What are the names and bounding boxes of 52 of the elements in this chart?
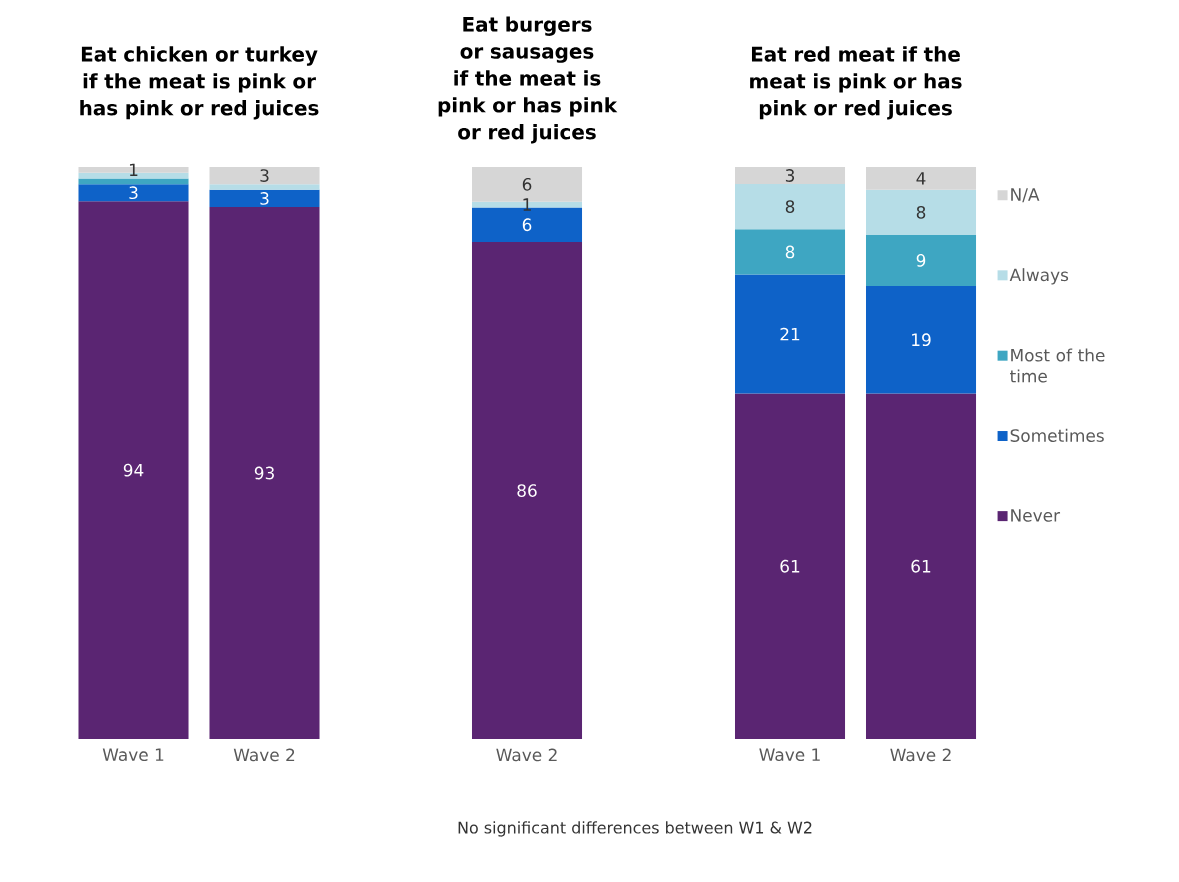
bar	[866, 285, 977, 394]
bar	[866, 166, 977, 190]
x-tick-label: Wave 1	[102, 748, 164, 762]
legend-label: Always	[1009, 268, 1069, 285]
legend-label: Never	[1011, 509, 1061, 522]
data-label: 94	[123, 463, 144, 477]
data-label: 3	[260, 192, 269, 205]
x-tick-label: Wave 2	[890, 748, 951, 762]
bar	[78, 184, 189, 202]
data-label: 8	[785, 245, 795, 259]
text: No significant differences between W1 & W2	[458, 821, 812, 837]
bar	[78, 178, 189, 185]
legend-label: N/A	[1011, 188, 1040, 203]
data-label: 4	[916, 172, 926, 185]
bar	[866, 234, 977, 286]
bar	[209, 184, 320, 190]
bar	[734, 166, 846, 184]
chart-title: Eat red meat if the meat is pink or has pink or red juices	[750, 46, 962, 120]
data-label: 6	[522, 218, 532, 232]
x-tick-label: Wave 2	[233, 748, 295, 762]
bar	[209, 166, 320, 185]
data-label: 1	[523, 198, 531, 211]
data-label: 93	[254, 466, 274, 480]
chart-title: Eat chicken or turkey if the meat is pink or has pink or red juices	[80, 46, 319, 120]
data-label: 6	[522, 177, 532, 191]
bar	[78, 201, 189, 739]
data-label: 3	[129, 186, 138, 200]
bar	[866, 393, 977, 739]
x-tick-label: Wave 2	[496, 748, 557, 762]
data-label: 61	[911, 559, 931, 573]
chart-title: Eat burgers or sausages if the meat is pink or has pink or red juices	[438, 16, 618, 144]
data-label: 3	[260, 169, 269, 182]
data-label: 1	[129, 163, 138, 177]
bar	[209, 207, 320, 739]
bar	[734, 183, 846, 230]
legend-label: Most of the time	[1010, 348, 1105, 383]
bar	[471, 242, 583, 739]
data-label: 19	[912, 333, 931, 347]
data-label: 8	[916, 205, 926, 219]
x-tick-label: Wave 1	[759, 748, 820, 762]
bar	[866, 189, 977, 235]
bar	[209, 189, 320, 208]
data-label: 21	[780, 327, 800, 341]
bar	[734, 274, 846, 394]
data-label: 61	[780, 559, 800, 573]
data-label: 9	[916, 254, 926, 267]
legend-label: Sometimes	[1010, 428, 1104, 442]
data-label: 8	[785, 200, 795, 214]
data-label: 3	[785, 169, 795, 182]
bar	[734, 393, 846, 739]
data-label: 86	[517, 484, 537, 497]
bar	[734, 229, 846, 275]
